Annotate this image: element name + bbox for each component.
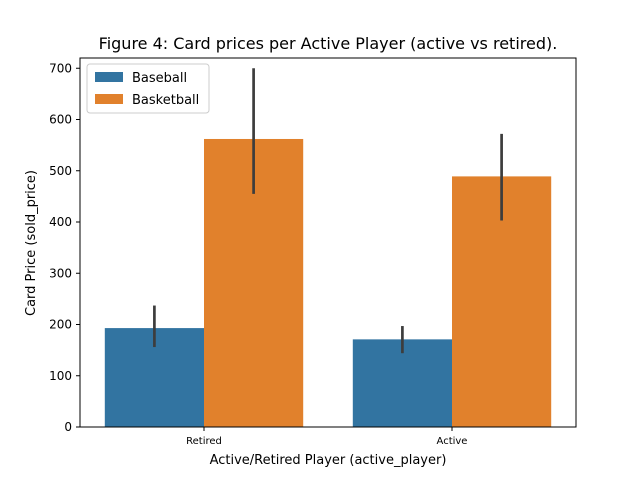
y-tick-label-600: 600 bbox=[49, 113, 72, 127]
y-axis-label: Card Price (sold_price) bbox=[24, 170, 39, 316]
x-axis-label: Active/Retired Player (active_player) bbox=[210, 453, 447, 468]
x-tick-label-retired: Retired bbox=[186, 436, 222, 447]
chart-title: Figure 4: Card prices per Active Player … bbox=[99, 34, 558, 53]
plot-area: 0 100 200 300 400 500 600 700 Retired Active Baseb… bbox=[49, 57, 577, 447]
y-tick-label-500: 500 bbox=[49, 164, 72, 178]
y-tick-label-200: 200 bbox=[49, 318, 72, 332]
y-tick-label-700: 700 bbox=[49, 61, 72, 75]
y-tick-label-400: 400 bbox=[49, 215, 72, 229]
y-tick-label-100: 100 bbox=[49, 369, 72, 383]
legend-swatch-baseball bbox=[95, 72, 123, 82]
y-tick-label-300: 300 bbox=[49, 266, 72, 280]
bar-baseball-active bbox=[352, 339, 452, 427]
legend-label-basketball: Basketball bbox=[132, 93, 199, 108]
axes-frame bbox=[79, 57, 577, 428]
legend-label-baseball: Baseball bbox=[132, 71, 187, 86]
y-tick-label-0: 0 bbox=[64, 420, 72, 434]
x-tick-label-active: Active bbox=[437, 436, 468, 447]
legend-swatch-basketball bbox=[95, 94, 123, 104]
